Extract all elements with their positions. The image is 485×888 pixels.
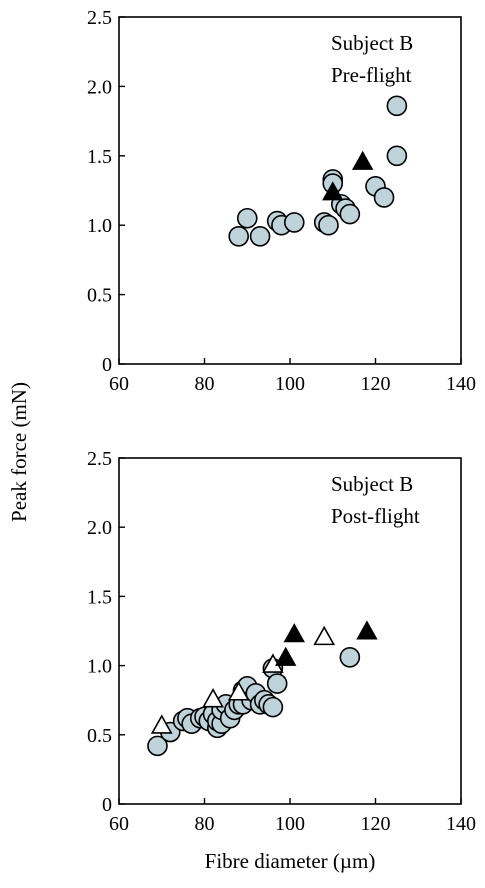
data-point-open-triangle <box>227 681 250 701</box>
x-tick-label: 120 <box>361 373 391 395</box>
panel-annotation: Post-flight <box>331 504 420 528</box>
data-point-open-triangle <box>313 625 336 646</box>
data-point-circle <box>249 226 271 247</box>
data-point-filled-triangle <box>283 623 305 643</box>
panel-post-flight: 60 80 100 120 140 0 0.5 1.0 1.5 2.0 2.5 Subject B Po… <box>87 448 476 835</box>
y-axis-label: Peak force (mN) <box>7 382 31 522</box>
y-tick-label: 2.0 <box>87 517 112 539</box>
data-point-filled-triangle <box>322 181 344 201</box>
data-point-filled-triangle <box>275 646 297 666</box>
data-point-circle <box>386 145 408 167</box>
y-tick-label: 0.5 <box>87 725 112 747</box>
y-tick-label: 0 <box>102 794 112 816</box>
panel-annotation: Subject B <box>331 31 413 55</box>
data-point-circle <box>318 214 339 236</box>
y-tick-label: 0 <box>102 354 112 376</box>
x-axis-label: Fibre diameter (µm) <box>205 849 376 873</box>
y-tick-label: 1.5 <box>87 146 112 168</box>
data-point-open-triangle <box>202 688 224 708</box>
x-tick-label: 100 <box>275 373 305 395</box>
data-point-open-triangle <box>150 714 173 734</box>
data-point-circle <box>339 203 361 225</box>
y-tick-label: 2.5 <box>87 448 112 470</box>
panel-annotation: Pre-flight <box>331 63 412 87</box>
y-tick-label: 2.0 <box>87 76 112 98</box>
x-tick-label: 140 <box>446 813 476 835</box>
x-tick-label: 80 <box>195 813 215 835</box>
y-tick-label: 1.5 <box>87 586 112 608</box>
panel-pre-flight: 60 80 100 120 140 0 0.5 1.0 1.5 2.0 2.5 Subject B Pr… <box>87 7 476 395</box>
y-tick-label: 1.0 <box>87 215 112 237</box>
data-point-filled-triangle <box>351 150 374 170</box>
data-point-circle <box>236 207 258 229</box>
x-tick-label: 60 <box>109 813 129 835</box>
data-point-circle <box>386 95 408 117</box>
data-point-circle <box>147 735 168 757</box>
data-point-circle <box>228 226 249 247</box>
panel-annotation: Subject B <box>331 472 413 496</box>
x-tick-label: 120 <box>361 813 391 835</box>
x-tick-label: 60 <box>109 373 129 395</box>
x-tick-label: 140 <box>446 373 476 395</box>
data-point-filled-triangle <box>356 620 378 640</box>
x-tick-label: 100 <box>275 813 305 835</box>
y-tick-label: 0.5 <box>87 285 112 307</box>
data-point-circle <box>266 673 288 694</box>
data-point-circle <box>373 187 395 208</box>
data-point-circle <box>283 212 305 233</box>
x-tick-label: 80 <box>195 373 215 395</box>
y-tick-label: 2.5 <box>87 7 112 29</box>
data-point-circle <box>339 646 361 668</box>
y-tick-label: 1.0 <box>87 656 112 678</box>
data-point-circle <box>262 696 284 718</box>
